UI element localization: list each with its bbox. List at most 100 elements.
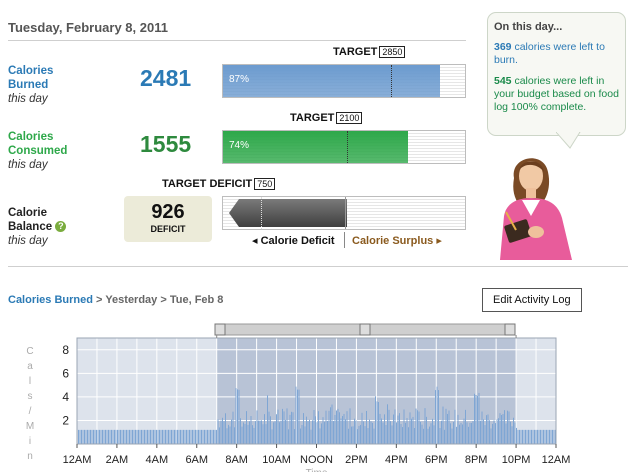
y-tick-label: 6 [62, 366, 69, 380]
activity-bar [213, 429, 214, 444]
activity-bar [172, 429, 174, 444]
activity-bar [276, 414, 277, 444]
range-handle-center[interactable] [359, 323, 371, 336]
activity-bar [516, 427, 517, 444]
activity-bar [192, 429, 193, 444]
activity-bar [337, 408, 339, 444]
activity-bar [385, 424, 387, 444]
x-tick-label: 2PM [345, 454, 368, 466]
activity-bar [426, 416, 427, 444]
range-handle-left[interactable] [214, 323, 226, 336]
activity-bar [171, 429, 172, 444]
activity-bar [537, 429, 538, 444]
activity-bar [417, 410, 418, 444]
activity-bar [208, 429, 210, 444]
activity-bar [366, 410, 367, 444]
activity-bar [433, 425, 435, 444]
activity-bar [159, 429, 160, 444]
balance-label: Calorie Balance ? this day [8, 206, 67, 248]
x-tick-label: 8AM [225, 454, 248, 466]
breadcrumb-yesterday[interactable]: Yesterday [105, 294, 158, 306]
activity-bar [550, 429, 552, 444]
activity-bar [477, 395, 478, 444]
activity-bar [150, 429, 151, 444]
activity-bar [373, 428, 375, 444]
activity-bar [546, 429, 547, 444]
activity-bar [523, 429, 525, 444]
activity-bar [121, 429, 123, 444]
activity-bar [222, 417, 223, 444]
activity-bar [133, 429, 135, 444]
activity-bar [153, 429, 154, 444]
activity-bar [448, 410, 450, 444]
activity-bar [397, 415, 399, 444]
activity-bar [250, 416, 252, 444]
y-axis-label-letter: a [27, 361, 33, 372]
x-tick-label: 4PM [385, 454, 408, 466]
activity-bar [520, 429, 522, 444]
activity-bar [510, 421, 511, 444]
balance-value-box: 926 DEFICIT [124, 196, 212, 242]
activity-bar [487, 414, 489, 444]
x-tick-label: 12AM [63, 454, 92, 466]
activity-bar [496, 419, 498, 444]
range-handle-right[interactable] [504, 323, 516, 336]
activity-bar [363, 421, 364, 444]
edit-activity-log-button[interactable]: Edit Activity Log [482, 288, 582, 312]
activity-bar [126, 429, 127, 444]
activity-bar [160, 429, 162, 444]
activity-bar [454, 409, 456, 444]
activity-bar [480, 420, 481, 444]
activity-bar [291, 411, 292, 444]
breadcrumb-calories-burned[interactable]: Calories Burned [8, 294, 93, 306]
deficit-fill [229, 199, 347, 227]
activity-bar [507, 410, 508, 444]
activity-bar [325, 410, 327, 444]
activity-bar [310, 429, 312, 444]
activity-bar [151, 429, 153, 444]
activity-bar [181, 429, 183, 444]
activity-bar [498, 418, 499, 444]
activity-bar [354, 418, 355, 444]
activity-bar [547, 429, 549, 444]
activity-bar [319, 428, 321, 444]
activity-bar [309, 419, 310, 444]
activity-bar [333, 421, 334, 444]
activity-bar [105, 429, 106, 444]
activity-bar [475, 395, 477, 444]
activity-bar [508, 411, 510, 444]
question-circle-icon[interactable]: ? [55, 221, 67, 233]
activity-bar [229, 426, 231, 444]
activity-bar [345, 419, 346, 444]
activity-bar [403, 409, 405, 444]
balance-bar [222, 196, 466, 230]
activity-bar [210, 429, 211, 444]
activity-bar [135, 429, 136, 444]
activity-bar [88, 429, 90, 444]
activity-bar [388, 409, 390, 444]
activity-bar [90, 429, 91, 444]
activity-bar [370, 421, 372, 444]
activity-bar [360, 424, 361, 444]
activity-bar [225, 413, 226, 444]
activity-bar [330, 407, 331, 444]
activity-bar [334, 414, 336, 444]
activity-bar [525, 429, 526, 444]
activity-bar [214, 429, 216, 444]
calorie-deficit-label: ◂ Calorie Deficit [252, 235, 335, 247]
activity-bar [163, 429, 165, 444]
activity-bar [543, 429, 544, 444]
arrow-right-icon: ▸ [436, 235, 442, 247]
activity-bar [156, 429, 157, 444]
activity-bar [532, 429, 534, 444]
consumed-label: Calories Consumed this day [8, 131, 68, 171]
activity-bar [204, 429, 205, 444]
activity-bar [303, 413, 304, 444]
activity-bar [420, 421, 421, 444]
activity-bar [141, 429, 142, 444]
activity-bar [82, 429, 84, 444]
activity-bar [246, 411, 247, 444]
activity-bar [237, 389, 238, 444]
activity-bar [93, 429, 94, 444]
consumed-value: 1555 [140, 131, 192, 157]
